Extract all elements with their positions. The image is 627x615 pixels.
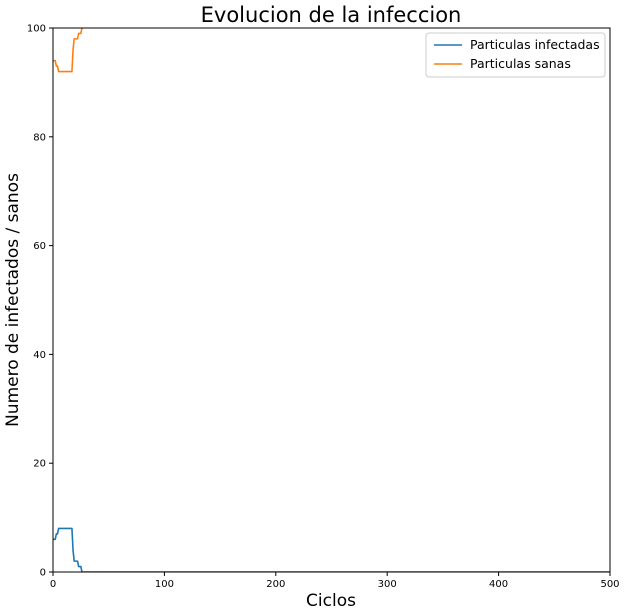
legend-label-sanas: Particulas sanas <box>470 56 571 71</box>
y-tick-label: 80 <box>33 132 46 143</box>
series-line-sanas <box>53 28 84 73</box>
series-lines <box>53 28 610 572</box>
legend: Particulas infectadas Particulas sanas <box>425 32 606 78</box>
y-tick-label: 20 <box>33 459 46 470</box>
y-tick-label: 60 <box>33 241 46 252</box>
x-axis-label: Ciclos <box>306 591 356 611</box>
y-tick-label: 40 <box>33 350 46 361</box>
y-axis-label: Numero de infectados / sanos <box>3 173 23 427</box>
axis-ticks: 0 100 200 300 400 500 0 20 40 60 80 100 <box>27 24 620 591</box>
y-tick-label: 100 <box>27 24 46 35</box>
x-tick-label: 300 <box>378 579 397 590</box>
x-tick-label: 0 <box>50 579 56 590</box>
y-tick-label: 0 <box>40 568 46 579</box>
x-tick-label: 400 <box>489 579 508 590</box>
x-tick-label: 200 <box>266 579 285 590</box>
chart-title: Evolucion de la infeccion <box>201 3 462 27</box>
plot-area-frame <box>52 27 611 573</box>
x-tick-label: 100 <box>155 579 174 590</box>
series-line-infectadas <box>53 527 610 572</box>
legend-box <box>425 32 606 78</box>
x-tick-label: 500 <box>600 579 619 590</box>
legend-label-infectadas: Particulas infectadas <box>470 37 600 52</box>
